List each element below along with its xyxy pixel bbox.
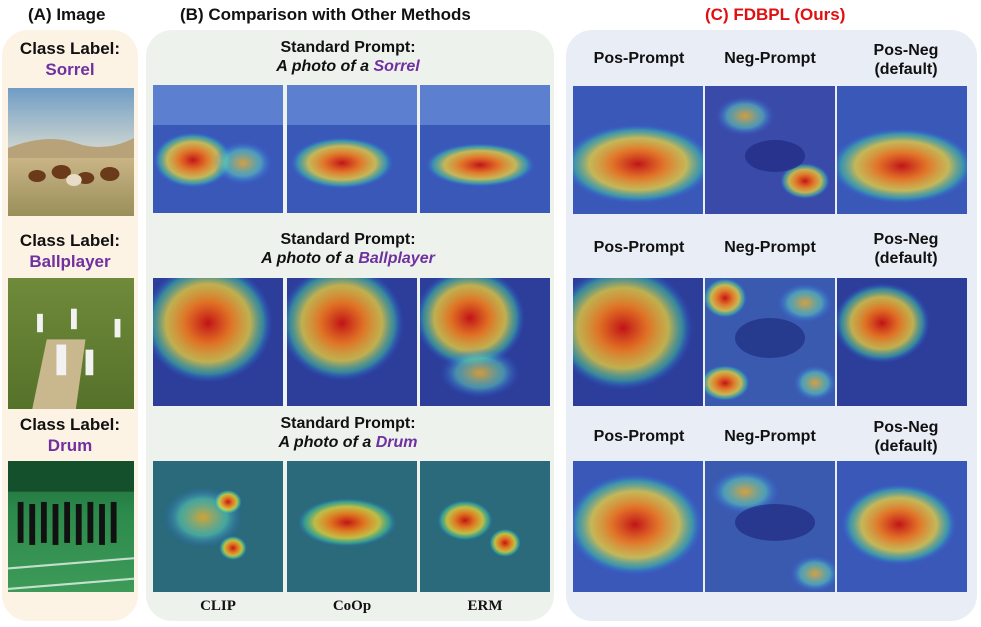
neg-prompt-header-row-2: Neg-Prompt (724, 239, 816, 256)
posneg-line-1: Pos-Neg (873, 42, 939, 59)
source-image-sorrel (8, 88, 134, 216)
class-label-row-3: Class Label: Drum (6, 414, 134, 456)
heatmap-clip-sorrel (153, 85, 283, 213)
heatmap-pos-ballplayer (573, 278, 703, 406)
class-name: Sorrel (45, 60, 95, 79)
posneg-line-2: (default) (874, 61, 938, 78)
pos-prompt-header-row-3: Pos-Prompt (593, 428, 685, 445)
standard-prompt-row-1: Standard Prompt: A photo of a Sorrel (150, 38, 546, 76)
heatmap-posneg-sorrel (837, 86, 967, 214)
prompt-line-1: Standard Prompt: (280, 39, 416, 56)
class-name: Drum (47, 436, 93, 455)
prompt-line-1: Standard Prompt: (280, 415, 416, 432)
heatmap-coop-ballplayer (287, 278, 417, 406)
neg-prompt-header-row-3: Neg-Prompt (724, 428, 816, 445)
class-name: Ballplayer (29, 252, 111, 271)
prompt-line-2: A photo of a Sorrel (150, 57, 546, 76)
prompt-class: Ballplayer (358, 250, 435, 267)
posneg-header-row-3: Pos-Neg (default) (841, 418, 971, 456)
class-label-row-1: Class Label: Sorrel (6, 38, 134, 80)
heatmap-neg-ballplayer (705, 278, 835, 406)
class-label-text: Class Label: (19, 415, 121, 434)
heatmap-clip-drum (153, 461, 283, 592)
prompt-class: Sorrel (373, 58, 420, 75)
neg-prompt-header-row-1: Neg-Prompt (724, 50, 816, 67)
prompt-line-1: Standard Prompt: (280, 231, 416, 248)
heatmap-erm-sorrel (420, 85, 550, 213)
posneg-line-2: (default) (874, 438, 938, 455)
heatmap-pos-sorrel (573, 86, 703, 214)
standard-prompt-row-3: Standard Prompt: A photo of a Drum (150, 414, 546, 452)
heatmap-erm-ballplayer (420, 278, 550, 406)
posneg-line-1: Pos-Neg (873, 231, 939, 248)
class-label-text: Class Label: (19, 39, 121, 58)
method-label-clip: CLIP (200, 598, 236, 614)
posneg-line-1: Pos-Neg (873, 419, 939, 436)
section-title-comparison: (B) Comparison with Other Methods (180, 5, 471, 24)
heatmap-coop-sorrel (287, 85, 417, 213)
heatmap-posneg-ballplayer (837, 278, 967, 406)
heatmap-coop-drum (287, 461, 417, 592)
pos-prompt-header-row-2: Pos-Prompt (593, 239, 685, 256)
heatmap-pos-drum (573, 461, 703, 592)
class-label-row-2: Class Label: Ballplayer (6, 230, 134, 272)
class-label-text: Class Label: (19, 231, 121, 250)
heatmap-posneg-drum (837, 461, 967, 592)
prompt-line-2: A photo of a Drum (150, 433, 546, 452)
method-label-erm: ERM (467, 598, 503, 614)
prompt-prefix: A photo of a (261, 250, 359, 267)
pos-prompt-header-row-1: Pos-Prompt (593, 50, 685, 67)
prompt-line-2: A photo of a Ballplayer (150, 249, 546, 268)
heatmap-erm-drum (420, 461, 550, 592)
source-image-drum (8, 461, 134, 592)
posneg-header-row-2: Pos-Neg (default) (841, 230, 971, 268)
section-title-image: (A) Image (28, 5, 106, 24)
prompt-prefix: A photo of a (278, 434, 376, 451)
heatmap-neg-drum (705, 461, 835, 592)
section-title-fdbpl: (C) FDBPL (Ours) (705, 5, 846, 24)
prompt-class: Drum (375, 434, 418, 451)
heatmap-neg-sorrel (705, 86, 835, 214)
source-image-ballplayer (8, 278, 134, 409)
posneg-header-row-1: Pos-Neg (default) (841, 41, 971, 79)
method-label-coop: CoOp (332, 598, 372, 614)
standard-prompt-row-2: Standard Prompt: A photo of a Ballplayer (150, 230, 546, 268)
posneg-line-2: (default) (874, 250, 938, 267)
prompt-prefix: A photo of a (276, 58, 374, 75)
heatmap-clip-ballplayer (153, 278, 283, 406)
